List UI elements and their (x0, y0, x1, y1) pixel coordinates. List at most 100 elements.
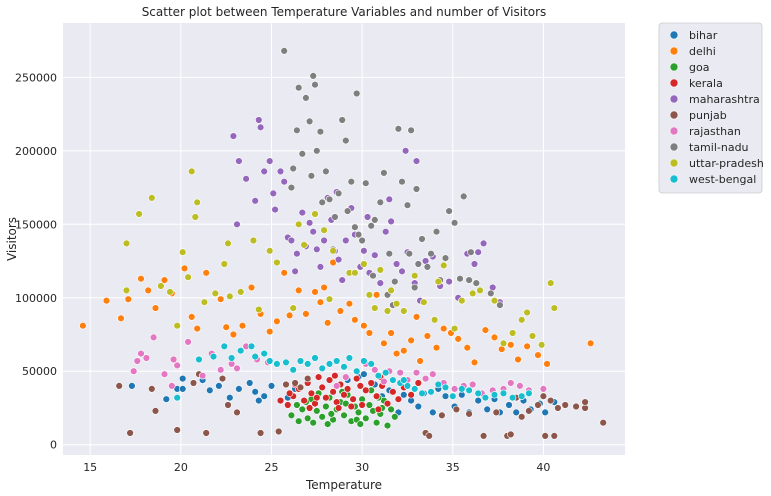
point-tamil-nadu (311, 80, 319, 89)
point-tamil-nadu (414, 260, 422, 268)
point-tamil-nadu (362, 179, 370, 187)
point-uttar-pradesh (365, 291, 374, 299)
point-tamil-nadu (441, 254, 450, 262)
point-west-bengal (508, 394, 517, 402)
point-maharashtra (376, 279, 384, 287)
point-maharashtra (271, 205, 279, 214)
point-delhi (365, 329, 374, 337)
point-tamil-nadu (318, 198, 326, 207)
point-rajasthan (421, 374, 430, 383)
point-uttar-pradesh (523, 308, 531, 317)
point-rajasthan (184, 338, 192, 346)
point-uttar-pradesh (166, 288, 174, 296)
point-goa (354, 408, 363, 417)
point-rajasthan (507, 379, 515, 387)
point-west-bengal (449, 392, 457, 400)
point-delhi (316, 298, 325, 306)
point-delhi (160, 276, 169, 284)
point-delhi (229, 330, 238, 339)
point-delhi (416, 357, 424, 365)
point-kerala (349, 395, 357, 403)
point-rajasthan (396, 369, 404, 377)
point-uttar-pradesh (211, 289, 220, 298)
point-delhi (295, 286, 303, 295)
point-tamil-nadu (380, 169, 388, 177)
point-west-bengal (260, 349, 268, 358)
point-kerala (407, 391, 415, 399)
point-maharashtra (266, 157, 274, 165)
point-maharashtra (445, 277, 453, 286)
point-tamil-nadu (432, 228, 441, 236)
point-maharashtra (316, 263, 325, 271)
point-delhi (137, 275, 145, 283)
point-tamil-nadu (334, 189, 343, 198)
point-punjab (275, 427, 283, 436)
point-punjab (554, 404, 562, 412)
point-bihar (414, 402, 422, 411)
point-bihar (474, 396, 482, 405)
point-punjab (561, 401, 569, 409)
point-delhi (392, 349, 401, 358)
point-maharashtra (387, 217, 395, 226)
point-bihar (179, 374, 187, 383)
point-delhi (336, 307, 345, 315)
point-tamil-nadu (391, 277, 399, 286)
point-maharashtra (305, 219, 314, 227)
point-punjab (425, 432, 433, 440)
legend-marker-delhi (669, 46, 679, 56)
point-uttar-pradesh (450, 324, 459, 333)
point-uttar-pradesh (200, 298, 209, 306)
point-kerala (313, 394, 321, 402)
point-maharashtra (342, 236, 350, 245)
point-punjab (202, 429, 210, 437)
point-maharashtra (392, 260, 401, 268)
point-tamil-nadu (295, 83, 303, 92)
point-goa (365, 401, 374, 409)
point-uttar-pradesh (224, 239, 232, 248)
point-uttar-pradesh (188, 167, 196, 176)
point-west-bengal (318, 364, 326, 372)
point-west-bengal (517, 392, 526, 400)
point-tamil-nadu (287, 183, 296, 192)
point-kerala (325, 376, 334, 384)
point-west-bengal (227, 354, 236, 362)
point-west-bengal (360, 357, 368, 365)
point-tamil-nadu (369, 272, 377, 280)
point-bihar (260, 392, 268, 400)
point-west-bengal (340, 363, 348, 371)
point-maharashtra (255, 116, 263, 124)
point-west-bengal (345, 354, 354, 362)
point-uttar-pradesh (157, 282, 165, 290)
legend-marker-rajasthan (669, 126, 679, 136)
legend-marker-tamil-nadu (669, 142, 679, 152)
point-uttar-pradesh (546, 279, 555, 287)
point-delhi (102, 297, 111, 305)
point-uttar-pradesh (325, 295, 334, 303)
y-tick-labels: 0 50000 100000 150000 200000 250000 (15, 71, 57, 451)
point-kerala (284, 401, 292, 409)
point-west-bengal (237, 347, 245, 355)
point-punjab (151, 407, 160, 415)
x-tick-label: 25 (264, 461, 278, 474)
point-maharashtra (276, 167, 285, 176)
point-tamil-nadu (293, 126, 301, 135)
point-maharashtra (479, 239, 488, 248)
point-west-bengal (325, 360, 334, 368)
point-rajasthan (371, 366, 379, 374)
point-tamil-nadu (325, 195, 334, 204)
point-tamil-nadu (309, 72, 317, 80)
x-tick-labels: 15 20 25 30 35 40 (83, 461, 550, 474)
point-delhi (285, 311, 294, 320)
point-uttar-pradesh (311, 210, 319, 218)
point-delhi (180, 264, 189, 273)
point-uttar-pradesh (329, 247, 337, 255)
point-delhi (144, 286, 152, 295)
point-maharashtra (338, 276, 346, 284)
point-maharashtra (269, 189, 277, 198)
point-punjab (507, 430, 515, 439)
y-tick-label: 250000 (15, 71, 57, 84)
point-maharashtra (251, 197, 259, 205)
point-delhi (523, 342, 531, 350)
point-bihar (429, 408, 437, 417)
